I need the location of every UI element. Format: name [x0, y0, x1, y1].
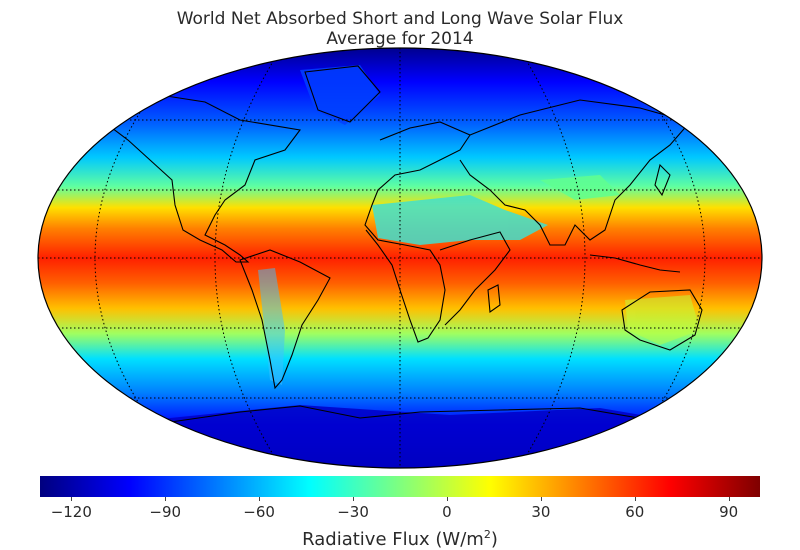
colorbar-label-sup: 2 — [483, 528, 491, 541]
colorbar-tick-mark — [165, 497, 167, 501]
colorbar-tick-mark — [446, 497, 448, 501]
map-border — [37, 47, 763, 469]
world-flux-map — [37, 47, 763, 469]
colorbar-label-text: Radiative Flux (W/m — [302, 529, 484, 550]
colorbar-tick-mark — [71, 497, 73, 501]
colorbar-tick-label: −30 — [337, 503, 369, 521]
map-subtitle: Average for 2014 — [326, 29, 474, 49]
colorbar-tick-label: −60 — [243, 503, 275, 521]
greenland-region — [300, 65, 380, 125]
colorbar-tick-mark — [634, 497, 636, 501]
colorbar-tick-label: 60 — [625, 503, 645, 521]
colorbar-tick-label: 0 — [442, 503, 452, 521]
map-field — [38, 48, 762, 468]
coastlines — [107, 65, 703, 431]
andes-region — [258, 268, 285, 385]
colorbar-tick-mark — [259, 497, 261, 501]
colorbar-label-close: ) — [490, 529, 498, 550]
antarctica-region — [120, 405, 700, 468]
colorbar-tick-label: 90 — [719, 503, 739, 521]
colorbar-tick-label: 30 — [531, 503, 551, 521]
colorbar-tick-label: −120 — [50, 503, 92, 521]
australia-region — [625, 295, 700, 345]
colorbar-tick-mark — [353, 497, 355, 501]
colorbar — [40, 476, 760, 497]
colorbar-tick-mark — [728, 497, 730, 501]
map-title: World Net Absorbed Short and Long Wave S… — [176, 9, 624, 29]
colorbar-tick-mark — [540, 497, 542, 501]
sahara-region — [372, 195, 548, 245]
colorbar-label: Radiative Flux (W/m2) — [0, 528, 800, 550]
tibet-region — [540, 175, 620, 200]
graticule — [38, 48, 762, 468]
colorbar-tick-label: −90 — [149, 503, 182, 521]
